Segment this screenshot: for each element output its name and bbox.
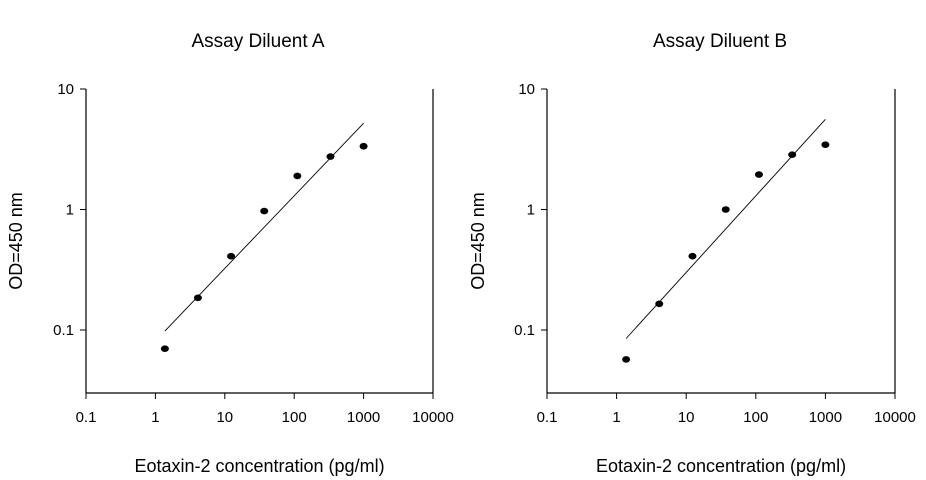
y-tick-label: 10 <box>518 81 535 98</box>
x-tick-label: 10000 <box>412 409 454 426</box>
data-point <box>227 252 236 260</box>
data-point <box>193 294 202 302</box>
data-point <box>260 207 269 215</box>
data-point <box>788 151 797 158</box>
data-point <box>721 206 730 213</box>
data-point <box>821 141 830 148</box>
chart-title: Assay Diluent B <box>653 31 787 52</box>
chart-panel-1: Assay Diluent A 0.1 1 10 100 1000 10000 0.1 1 10 E… <box>6 31 454 476</box>
x-tick-label: 1000 <box>347 409 380 426</box>
y-tick-label: 1 <box>66 201 74 218</box>
x-axis-label: Eotaxin-2 concentration (pg/ml) <box>596 456 846 476</box>
y-axis-label: OD=450 nm <box>468 192 488 290</box>
data-point <box>754 171 763 178</box>
x-tick-label: 100 <box>743 409 768 426</box>
data-point <box>160 345 169 352</box>
x-tick-label: 0.1 <box>76 409 97 426</box>
x-tick-label: 1000 <box>809 409 842 426</box>
data-point <box>326 153 335 160</box>
data-point <box>688 252 697 260</box>
y-tick-label: 10 <box>57 81 74 98</box>
x-tick-label: 10 <box>216 409 233 426</box>
data-point <box>359 142 368 150</box>
y-tick-label: 1 <box>527 201 535 218</box>
chart-title: Assay Diluent A <box>191 31 324 52</box>
x-tick-label: 10000 <box>874 409 916 426</box>
y-tick-label: 0.1 <box>53 322 74 339</box>
x-tick-label: 100 <box>282 409 307 426</box>
y-axis-label: OD=450 nm <box>6 192 26 290</box>
x-axis-label: Eotaxin-2 concentration (pg/ml) <box>134 456 384 476</box>
x-tick-label: 1 <box>612 409 620 426</box>
y-tick-label: 0.1 <box>514 322 535 339</box>
data-point <box>655 300 664 308</box>
x-tick-label: 1 <box>151 409 159 426</box>
x-tick-label: 10 <box>678 409 695 426</box>
fit-line <box>164 122 364 332</box>
data-point <box>622 356 631 363</box>
data-point <box>293 172 302 180</box>
x-tick-label: 0.1 <box>537 409 558 426</box>
chart-panel-2: Assay Diluent B 0.1 1 10 100 1000 10000 0.1 1 10 E… <box>468 31 916 476</box>
